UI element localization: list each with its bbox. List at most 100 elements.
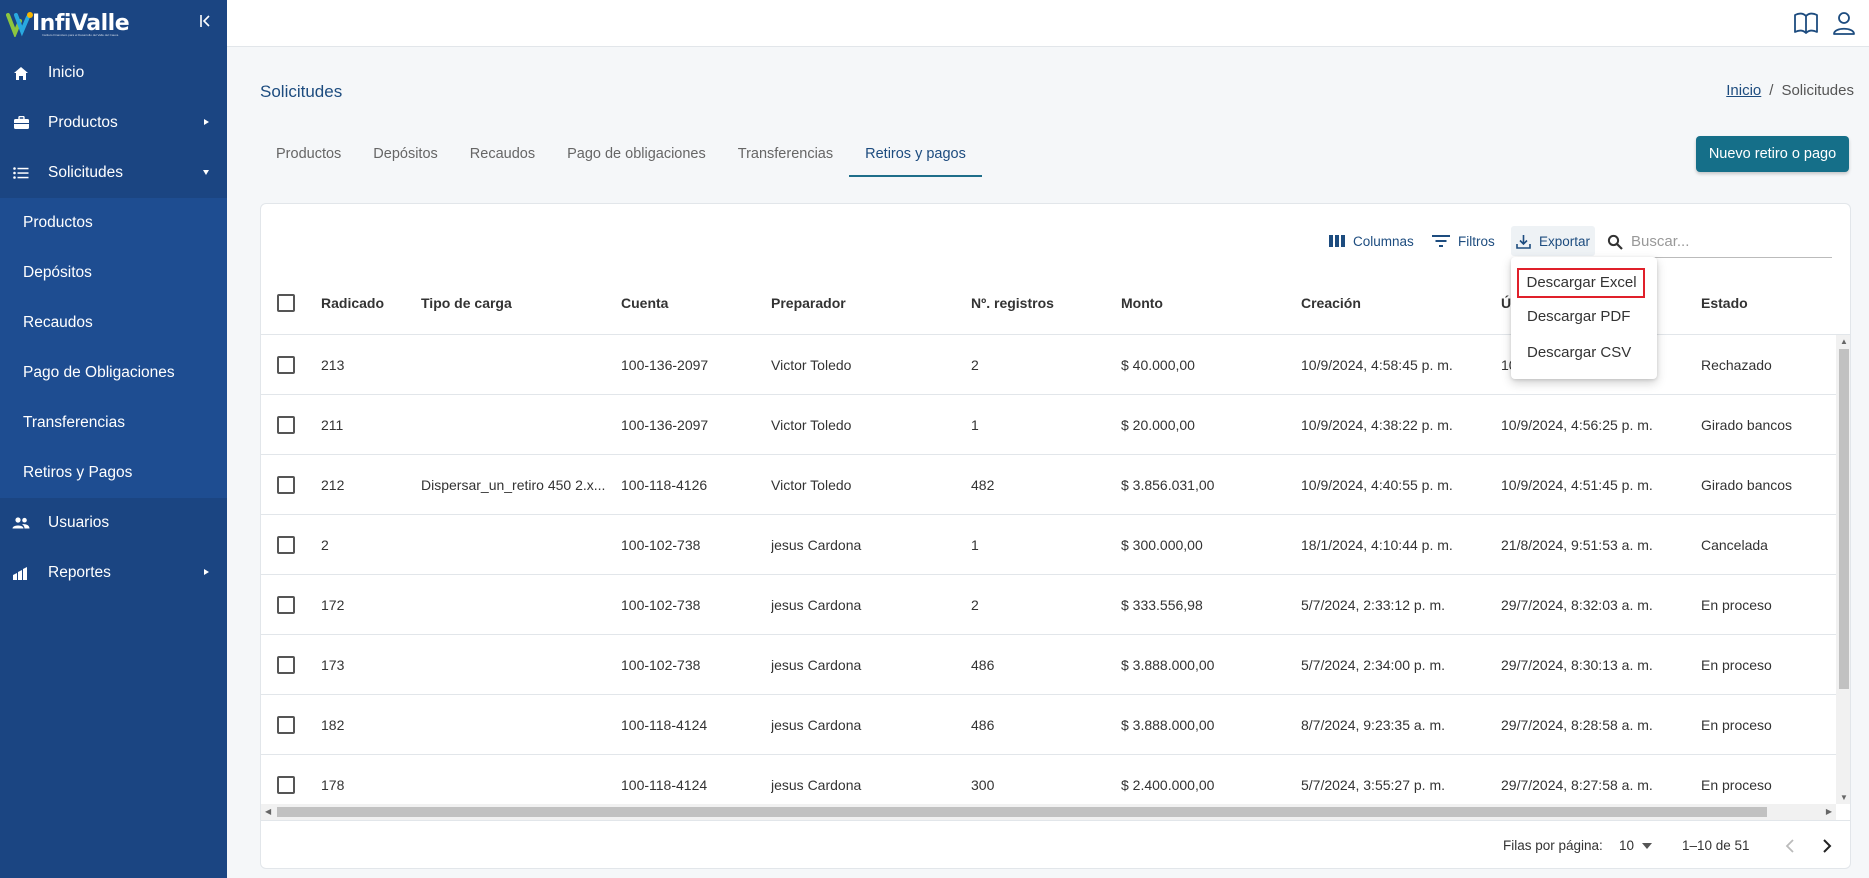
- cell-estado: En proceso: [1701, 597, 1772, 613]
- cell-monto: $ 333.556,98: [1121, 597, 1203, 613]
- submenu-item-transferencias[interactable]: Transferencias: [23, 414, 125, 431]
- table-row[interactable]: 173 100-102-738 jesus Cardona 486 $ 3.888.00…: [261, 635, 1836, 695]
- sidebar-item-inicio[interactable]: Inicio: [0, 48, 227, 98]
- row-checkbox[interactable]: [277, 536, 295, 554]
- cell-actualizacion: 29/7/2024, 8:27:58 a. m.: [1501, 777, 1653, 793]
- collapse-sidebar-icon[interactable]: [196, 12, 214, 30]
- row-checkbox[interactable]: [277, 596, 295, 614]
- cell-registros: 300: [971, 777, 995, 793]
- table-row[interactable]: 212 Dispersar_un_retiro 450 2.x... 100-118…: [261, 455, 1836, 515]
- previous-page-icon[interactable]: [1783, 838, 1799, 854]
- table-row[interactable]: 182 100-118-4124 jesus Cardona 486 $ 3.888.0…: [261, 695, 1836, 755]
- table-row[interactable]: 213 100-136-2097 Victor Toledo 2 $ 40.000,00…: [261, 335, 1836, 395]
- sidebar-item-solicitudes[interactable]: Solicitudes: [0, 148, 227, 198]
- row-checkbox[interactable]: [277, 476, 295, 494]
- columns-icon: [1329, 235, 1345, 247]
- cell-actualizacion: 10/9/2024, 4:56:25 p. m.: [1501, 417, 1653, 433]
- page-title: Solicitudes: [260, 82, 343, 101]
- cell-cuenta: 100-102-738: [621, 597, 701, 613]
- cell-preparador: Victor Toledo: [771, 417, 852, 433]
- cell-monto: $ 3.888.000,00: [1121, 657, 1215, 673]
- filters-button[interactable]: Filtros: [1427, 226, 1500, 256]
- cell-registros: 2: [971, 357, 979, 373]
- cell-cuenta: 100-136-2097: [621, 417, 709, 433]
- column-header-creacion[interactable]: Creación: [1301, 295, 1361, 311]
- column-header-radicado[interactable]: Radicado: [321, 295, 385, 311]
- breadcrumb-separator: /: [1769, 82, 1774, 99]
- submenu-item-pago-obligaciones[interactable]: Pago de Obligaciones: [23, 364, 175, 381]
- bar-chart-icon: [12, 564, 30, 582]
- table-pagination: Filas por página: 10 1–10 de 51: [261, 820, 1850, 868]
- cell-estado: Cancelada: [1701, 537, 1768, 553]
- cell-registros: 486: [971, 657, 995, 673]
- row-checkbox[interactable]: [277, 656, 295, 674]
- table-row[interactable]: 2 100-102-738 jesus Cardona 1 $ 300.000,00 18…: [261, 515, 1836, 575]
- submenu-item-productos[interactable]: Productos: [23, 214, 93, 231]
- dropdown-arrow-icon: [1642, 843, 1653, 849]
- horizontal-scrollbar[interactable]: ◀ ▶: [261, 804, 1836, 820]
- sidebar-item-usuarios[interactable]: Usuarios: [0, 498, 227, 548]
- tab-productos[interactable]: Productos: [276, 146, 342, 162]
- app-logo[interactable]: InfiValle Instituto Financiero para el D…: [6, 6, 130, 40]
- filters-label: Filtros: [1458, 233, 1495, 249]
- tab-pago-obligaciones[interactable]: Pago de obligaciones: [567, 146, 706, 162]
- table-row[interactable]: 172 100-102-738 jesus Cardona 2 $ 333.556,98…: [261, 575, 1836, 635]
- row-checkbox[interactable]: [277, 776, 295, 794]
- sidebar-item-label: Usuarios: [48, 514, 110, 531]
- scroll-left-icon[interactable]: ◀: [265, 807, 272, 816]
- horizontal-scroll-thumb[interactable]: [277, 807, 1767, 817]
- rows-per-page-select[interactable]: 10: [1619, 821, 1653, 868]
- logo-tagline: Instituto Financiero para el Desarrollo …: [42, 33, 119, 37]
- tab-recaudos[interactable]: Recaudos: [469, 146, 536, 162]
- next-page-icon[interactable]: [1819, 838, 1835, 854]
- cell-monto: $ 20.000,00: [1121, 417, 1195, 433]
- users-icon: [12, 514, 30, 532]
- column-header-actualizacion[interactable]: Ú: [1501, 295, 1512, 311]
- cell-preparador: jesus Cardona: [771, 777, 862, 793]
- download-csv-option[interactable]: Descargar CSV: [1527, 344, 1632, 361]
- cell-estado: En proceso: [1701, 717, 1772, 733]
- select-all-checkbox[interactable]: [277, 294, 295, 312]
- submenu-item-depositos[interactable]: Depósitos: [23, 264, 92, 281]
- column-header-registros[interactable]: Nº. registros: [971, 295, 1054, 311]
- table-row[interactable]: 178 100-118-4124 jesus Cardona 300 $ 2.400.0…: [261, 755, 1836, 804]
- scroll-up-icon[interactable]: ▲: [1840, 337, 1848, 346]
- cell-cuenta: 100-118-4124: [621, 717, 708, 733]
- columns-button[interactable]: Columnas: [1324, 226, 1419, 256]
- column-header-preparador[interactable]: Preparador: [771, 295, 846, 311]
- tab-depositos[interactable]: Depósitos: [373, 146, 438, 162]
- submenu-item-retiros-pagos[interactable]: Retiros y Pagos: [23, 464, 133, 481]
- table-row[interactable]: 211 100-136-2097 Victor Toledo 1 $ 20.000,00…: [261, 395, 1836, 455]
- search-input[interactable]: [1631, 233, 1821, 250]
- sidebar-item-reportes[interactable]: Reportes: [0, 548, 227, 598]
- cell-monto: $ 3.888.000,00: [1121, 717, 1215, 733]
- breadcrumb-home-link[interactable]: Inicio: [1726, 82, 1762, 99]
- scroll-right-icon[interactable]: ▶: [1825, 807, 1832, 816]
- tab-retiros-pagos[interactable]: Retiros y pagos: [849, 135, 982, 177]
- sidebar-item-productos[interactable]: Productos: [0, 98, 227, 148]
- export-button[interactable]: Exportar: [1511, 226, 1596, 256]
- user-account-icon[interactable]: [1830, 9, 1858, 37]
- new-withdrawal-button[interactable]: Nuevo retiro o pago: [1696, 136, 1849, 172]
- column-header-tipo-carga[interactable]: Tipo de carga: [421, 295, 512, 311]
- download-pdf-option[interactable]: Descargar PDF: [1527, 308, 1631, 325]
- row-checkbox[interactable]: [277, 356, 295, 374]
- cell-radicado: 173: [321, 657, 345, 673]
- vertical-scroll-thumb[interactable]: [1839, 349, 1849, 689]
- book-icon[interactable]: [1792, 9, 1820, 37]
- download-excel-option[interactable]: Descargar Excel: [1517, 268, 1645, 298]
- scroll-down-icon[interactable]: ▼: [1840, 793, 1848, 802]
- cell-tipo-carga: Dispersar_un_retiro 450 2.x...: [421, 477, 606, 493]
- cell-creacion: 10/9/2024, 4:40:55 p. m.: [1301, 477, 1453, 493]
- column-header-monto[interactable]: Monto: [1121, 295, 1163, 311]
- vertical-scrollbar[interactable]: ▲ ▼: [1836, 335, 1850, 804]
- column-header-cuenta[interactable]: Cuenta: [621, 295, 669, 311]
- logo-mark-icon: [6, 12, 33, 37]
- cell-creacion: 5/7/2024, 2:33:12 p. m.: [1301, 597, 1445, 613]
- column-header-estado[interactable]: Estado: [1701, 295, 1748, 311]
- submenu-item-recaudos[interactable]: Recaudos: [23, 314, 93, 331]
- row-checkbox[interactable]: [277, 716, 295, 734]
- tab-transferencias[interactable]: Transferencias: [737, 146, 834, 162]
- row-checkbox[interactable]: [277, 416, 295, 434]
- logo-text: InfiValle: [32, 10, 130, 36]
